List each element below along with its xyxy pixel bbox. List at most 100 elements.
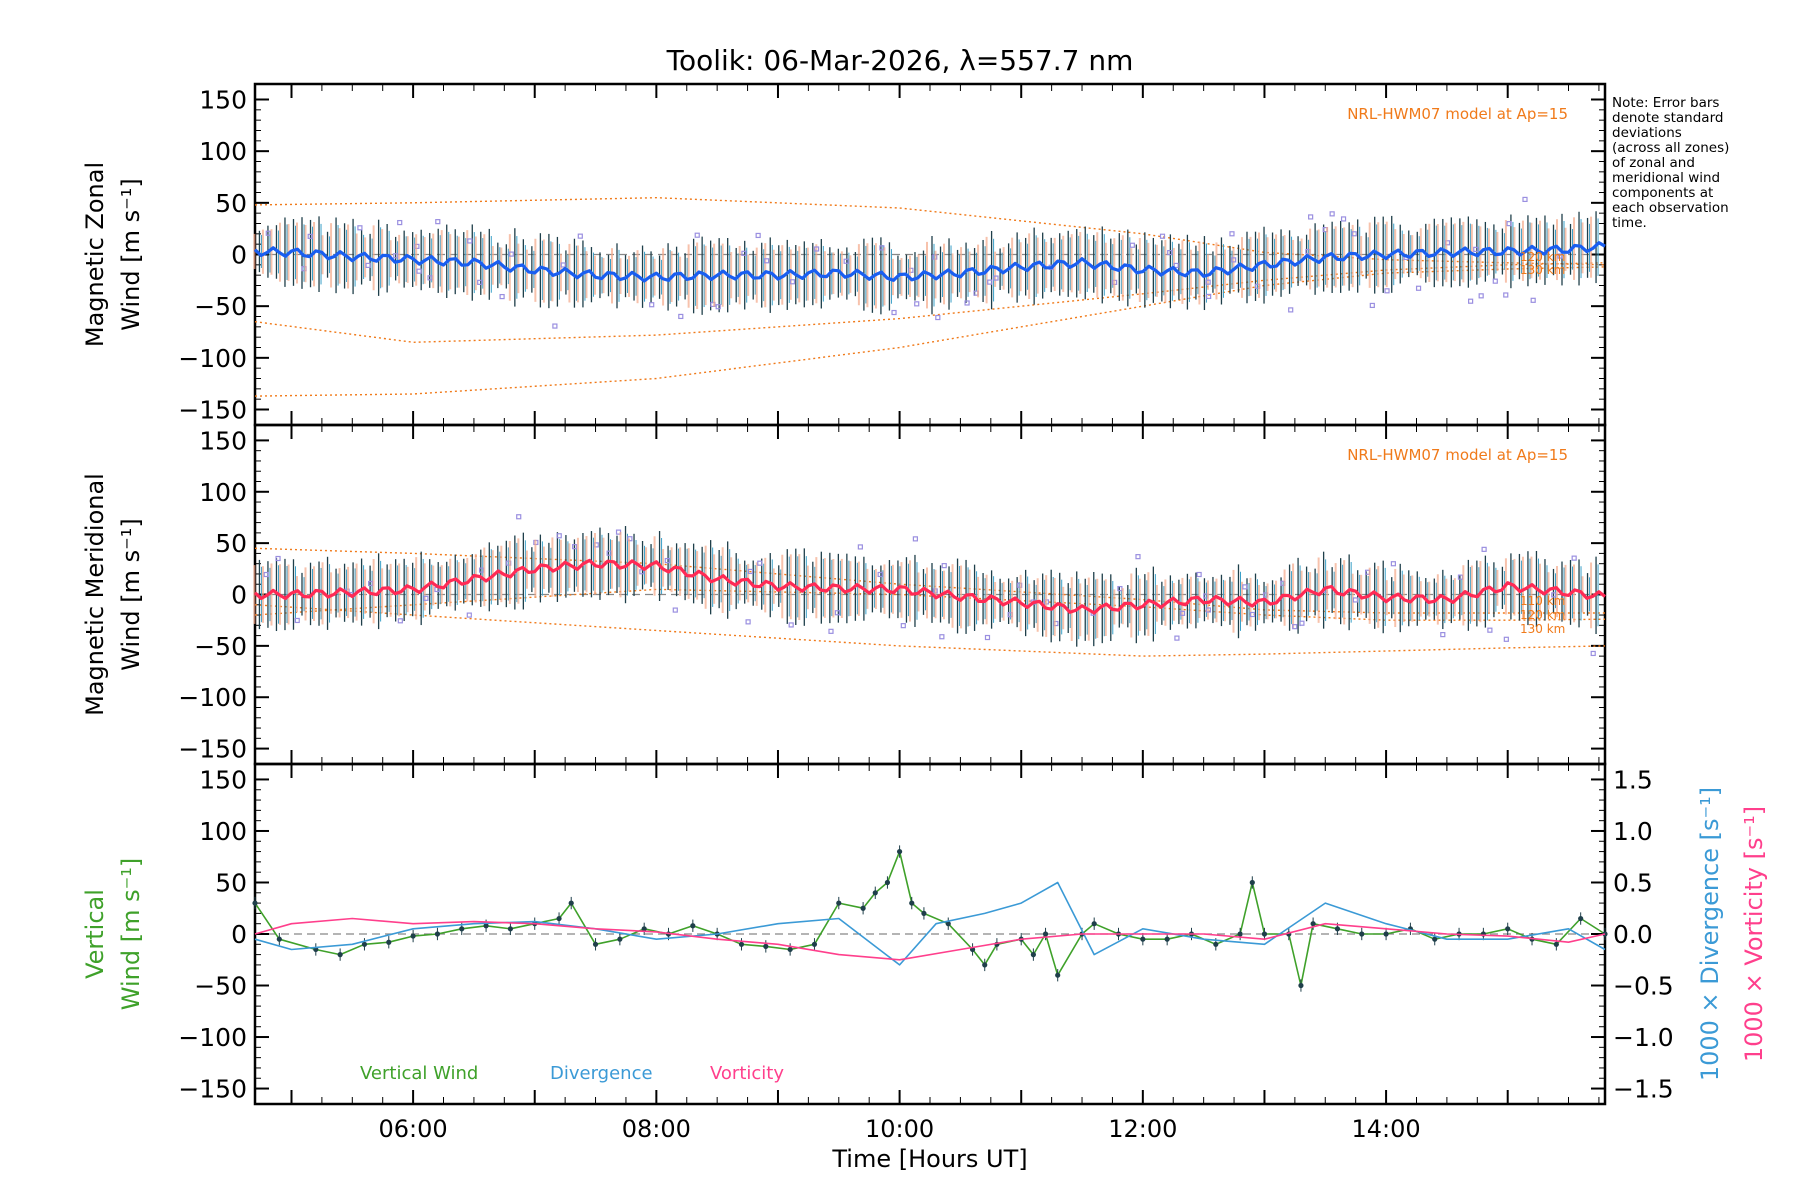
vertical-wind-point <box>507 926 514 932</box>
x-tick-label: 10:00 <box>865 1115 934 1143</box>
zonal-zone-sample <box>427 275 433 281</box>
meridional-zone-sample <box>747 568 754 575</box>
zonal-zone-sample <box>1369 302 1375 309</box>
vertical-wind-point <box>1383 931 1389 937</box>
vertical-wind-point <box>276 936 282 942</box>
right-ytick-label: −1.5 <box>1613 1075 1674 1104</box>
meridional-zone-sample <box>1292 624 1298 630</box>
chart-title: Toolik: 06-Mar-2026, λ=557.7 nm <box>666 44 1134 77</box>
zonal-zone-sample <box>307 233 313 239</box>
zonal-ylabel-line1: Magnetic Zonal <box>81 162 109 347</box>
zonal-altitude-label: 120 km <box>1520 250 1565 264</box>
zonal-zone-sample <box>393 253 399 259</box>
meridional-zone-sample <box>263 571 269 578</box>
zonal-zone-sample <box>357 225 363 231</box>
meridional-zone-sample <box>423 595 429 601</box>
zonal-zone-sample <box>1129 242 1135 248</box>
zonal-zone-sample <box>577 233 583 239</box>
meridional-zone-sample <box>1590 650 1596 657</box>
panels-group: 150 100 50 0 −50 −100 −150 Magnetic Zonal Wind [… <box>81 82 1768 1143</box>
zonal-model-label: NRL-HWM07 model at Ap=15 <box>1347 105 1568 123</box>
zonal-zone-sample <box>560 262 566 268</box>
meridional-zone-sample <box>877 571 883 578</box>
zonal-ytick-label: −150 <box>178 396 247 425</box>
note-line: Note: Error bars <box>1612 95 1720 111</box>
meridional-zone-sample <box>1242 584 1248 590</box>
zonal-zone-sample <box>477 279 483 285</box>
vertical-ytick-label: −50 <box>194 972 247 1001</box>
legend-vertical-wind: Vertical Wind <box>360 1063 478 1084</box>
meridional-zone-sample <box>664 557 670 564</box>
meridional-zone-sample <box>639 569 645 575</box>
series-vorticity <box>254 917 1606 961</box>
meridional-ylabel-line1: Magnetic Meridional <box>81 473 109 716</box>
right-ytick-label: −0.5 <box>1613 972 1674 1001</box>
vertical-wind-point <box>1237 931 1243 937</box>
meridional-zone-sample <box>1249 611 1256 618</box>
zonal-zone-sample <box>1167 249 1173 256</box>
zonal-zone-sample <box>789 279 796 285</box>
zonal-mean-wind-line <box>253 241 1606 283</box>
panel-vertical: 150 100 50 0 −50 −100 −150 Vertical Wind [m s⁻¹]… <box>81 762 1768 1106</box>
meridional-zone-sample <box>1196 571 1202 578</box>
zonal-zone-sample <box>1231 257 1237 263</box>
meridional-zone-sample <box>1440 632 1446 638</box>
zonal-zone-sample <box>1173 262 1179 269</box>
series-divergence <box>254 881 1606 966</box>
note-line: meridional wind <box>1612 170 1721 186</box>
zonal-ytick-label: 50 <box>215 189 247 218</box>
zonal-zone-sample <box>499 293 505 300</box>
meridional-zone-sample <box>941 563 947 569</box>
vertical-wind-point <box>1249 879 1255 886</box>
zonal-altitude-label: 130 km <box>1520 263 1565 277</box>
vertical-wind-point <box>1359 931 1365 937</box>
zonal-zone-sample <box>843 258 849 264</box>
zonal-zone-sample <box>649 302 655 308</box>
vertical-wind-point <box>763 943 769 949</box>
vertical-wind-point <box>982 962 988 968</box>
meridional-zone-sample <box>1571 555 1577 561</box>
zonal-zone-sample <box>1229 231 1235 237</box>
meridional-zone-sample <box>556 533 562 539</box>
vertical-wind-point <box>1553 941 1559 947</box>
error-bar-note: Note: Error bars denote standard deviation… <box>1612 96 1782 231</box>
legend-vorticity: Vorticity <box>710 1063 784 1084</box>
vertical-ytick-label: 100 <box>199 817 247 846</box>
right-ytick-label: −1.0 <box>1613 1023 1674 1052</box>
vertical-wind-point <box>872 890 878 896</box>
zonal-zone-sample <box>715 304 721 310</box>
note-line: of zonal and <box>1612 155 1695 171</box>
vertical-wind-point <box>434 931 441 937</box>
zonal-zone-sample <box>467 238 473 244</box>
zonal-ylabel-line2: Wind [m s⁻¹] <box>117 178 145 330</box>
meridional-altitude-label: 110 km <box>1520 594 1565 608</box>
zonal-zone-sample <box>1557 253 1563 259</box>
zonal-zone-sample <box>1473 246 1479 252</box>
right-ytick-label: 0.5 <box>1613 868 1653 897</box>
note-line: components at <box>1612 185 1714 201</box>
meridional-ytick-label: 100 <box>199 478 247 507</box>
meridional-zone-sample <box>571 544 578 550</box>
meridional-zone-sample <box>1179 610 1186 616</box>
meridional-zone-sample <box>1503 636 1509 642</box>
vertical-wind-point <box>836 900 842 906</box>
zonal-zone-sample <box>678 313 684 320</box>
zonal-zone-sample <box>891 309 897 316</box>
meridional-zone-sample <box>984 634 991 641</box>
zonal-zone-sample <box>1468 298 1474 304</box>
zonal-ytick-label: 100 <box>199 137 247 166</box>
vertical-ylabel-line2: Wind [m s⁻¹] <box>117 858 145 1010</box>
zonal-zone-sample <box>1503 292 1509 298</box>
right-ytick-label: 1.5 <box>1613 765 1653 794</box>
zonal-zone-sample <box>1159 233 1166 239</box>
legend-divergence: Divergence <box>550 1063 653 1084</box>
zonal-zone-sample <box>1530 297 1536 303</box>
vertical-wind-point <box>1505 926 1511 932</box>
meridional-ytick-label: 0 <box>231 581 247 610</box>
meridional-ytick-label: −150 <box>178 735 247 764</box>
zonal-zone-sample <box>993 275 999 281</box>
meridional-zone-sample <box>900 623 906 629</box>
meridional-zone-sample <box>757 560 763 566</box>
zonal-ytick-label: 0 <box>231 241 247 270</box>
